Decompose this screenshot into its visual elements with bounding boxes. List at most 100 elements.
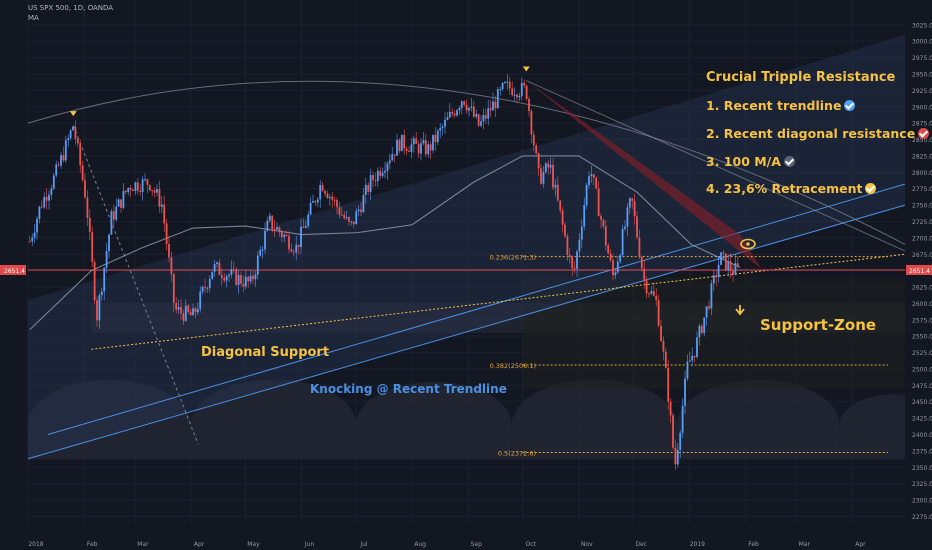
candle-body (266, 220, 269, 231)
candle-body (465, 104, 468, 111)
cycle-arc (511, 379, 677, 460)
candle-body (559, 200, 562, 211)
candle-body (31, 237, 34, 242)
candle-body (206, 287, 209, 289)
candle-body (456, 110, 458, 116)
candle-body (136, 182, 139, 191)
candle-body (624, 226, 626, 229)
resistance-item-label: 3. 100 M/A (706, 154, 781, 169)
price-tick-label: 2325.0 (912, 481, 932, 488)
candle-body (76, 138, 79, 144)
candle-body (84, 179, 86, 198)
candle-body (223, 277, 226, 281)
eye-icon-pupil (746, 242, 750, 246)
resistance-item-2: 2. Recent diagonal resistance (706, 126, 930, 141)
candle-body (386, 163, 389, 171)
candle-body (463, 101, 466, 105)
candle-body (67, 138, 70, 141)
candle-body (285, 234, 288, 236)
price-tick-label: 2275.0 (912, 514, 932, 521)
candle-body (720, 252, 722, 265)
candle-body (312, 201, 314, 203)
candle-body (367, 184, 370, 192)
indicator-label[interactable]: MA (28, 14, 39, 22)
candle-body (81, 165, 84, 180)
symbol-label[interactable]: US SPX 500, 1D, OANDA (28, 4, 114, 12)
pivot-marker-icon (522, 66, 530, 72)
candle-body (249, 275, 252, 282)
cycle-arc (28, 379, 192, 460)
check-icon (865, 183, 877, 194)
candle-body (211, 271, 214, 280)
candle-body (427, 144, 430, 155)
candle-body (597, 188, 600, 217)
time-tick-label: Feb (748, 541, 759, 548)
candle-body (290, 249, 293, 252)
long-diagonal (526, 80, 906, 252)
candle-body (172, 273, 175, 304)
candle-body (48, 194, 50, 201)
candle-body (228, 274, 230, 277)
candle-body (384, 170, 386, 173)
candle-body (153, 190, 156, 193)
candle-body (492, 101, 494, 111)
candle-body (393, 154, 396, 156)
candle-body (528, 99, 530, 112)
diagonal-resistance-wedge (526, 80, 762, 270)
candle-body (331, 196, 334, 200)
candle-body (542, 172, 545, 184)
candle-body (316, 199, 319, 203)
candle-body (348, 217, 350, 222)
candle-body (595, 177, 598, 189)
candle-body (607, 245, 610, 254)
check-icon (844, 100, 856, 111)
candle-body (204, 286, 206, 289)
time-axis: 2018 Feb Mar Apr May Jun Jul Aug Sep Oct Nov Dec 201… (0, 523, 932, 550)
candle-body (417, 143, 420, 154)
candle-body (148, 184, 151, 190)
candle-body (350, 221, 353, 223)
candle-body (187, 305, 190, 312)
candle-body (324, 190, 326, 194)
candle-body (422, 140, 425, 144)
candle-body (621, 228, 624, 256)
candle-body (724, 253, 727, 271)
candle-body (513, 94, 516, 96)
price-tick-label: 2825.0 (912, 153, 932, 160)
candle-body (297, 244, 300, 248)
time-tick-label: Aug (414, 541, 426, 548)
candle-body (321, 185, 324, 191)
price-tick-label: 2450.0 (912, 399, 932, 406)
candle-body (36, 218, 38, 233)
support-zone-label: Support-Zone (760, 316, 877, 334)
current-price-badge-right (906, 264, 932, 275)
candle-body (564, 224, 566, 237)
candle-body (60, 155, 62, 166)
candle-body (352, 221, 355, 225)
price-tick-label: 2975.0 (912, 55, 932, 62)
candle-body (295, 244, 298, 253)
candle-body (602, 219, 605, 227)
candle-body (237, 275, 240, 285)
candle-body (240, 275, 242, 284)
candle-body (648, 293, 650, 295)
candle-body (268, 215, 271, 221)
candle-body (319, 185, 322, 200)
candle-body (225, 276, 228, 281)
candle-body (482, 114, 485, 122)
candle-body (410, 144, 413, 152)
price-tick-label: 2750.0 (912, 203, 932, 210)
candle-body (360, 209, 362, 213)
candle-body (184, 305, 187, 321)
candle-body (273, 228, 276, 230)
candle-body (64, 140, 67, 161)
candle-body (396, 139, 398, 156)
candle-body (645, 280, 648, 294)
candle-body (129, 187, 132, 190)
candle-body (398, 139, 401, 152)
candle-body (170, 257, 173, 274)
candle-body (434, 134, 437, 142)
time-tick-label: Mar (137, 541, 149, 548)
